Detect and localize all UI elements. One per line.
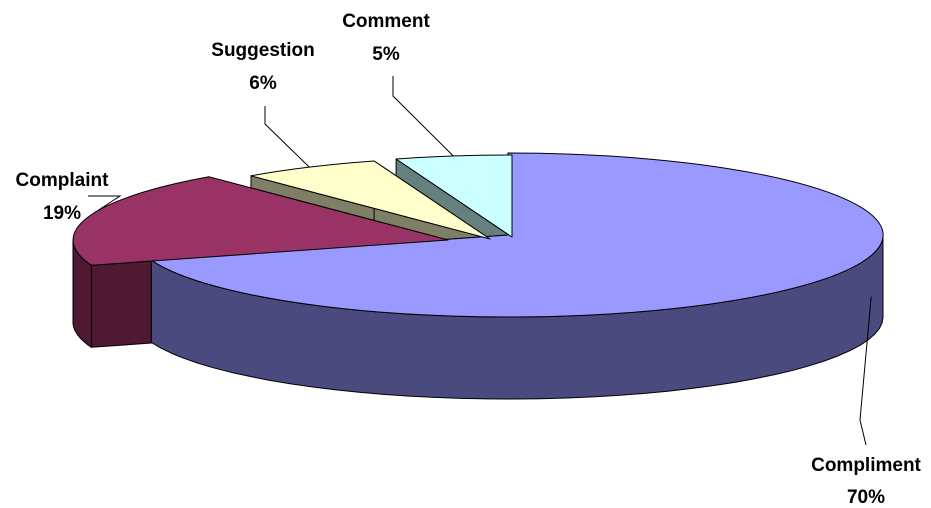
leader-line-suggestion [264, 106, 310, 168]
slice-complaint [72, 176, 449, 266]
label-suggestion-value: 6% [249, 73, 277, 94]
label-complaint-name: Complaint [16, 170, 110, 191]
leader-lines [88, 76, 872, 446]
label-complaint-value: 19% [43, 203, 81, 224]
label-suggestion-name: Suggestion [211, 40, 314, 61]
slice-compliment [150, 152, 884, 318]
leader-line-compliment [859, 296, 872, 446]
label-compliment-name: Compliment [811, 455, 921, 476]
leader-line-complaint [88, 195, 122, 213]
label-compliment-value: 70% [847, 487, 885, 508]
label-comment-value: 5% [372, 44, 400, 65]
slice-suggestion [250, 160, 491, 240]
slice-tops [72, 152, 884, 318]
label-comment-name: Comment [342, 11, 430, 32]
leader-line-comment [392, 76, 454, 157]
slice-comment [395, 154, 513, 238]
